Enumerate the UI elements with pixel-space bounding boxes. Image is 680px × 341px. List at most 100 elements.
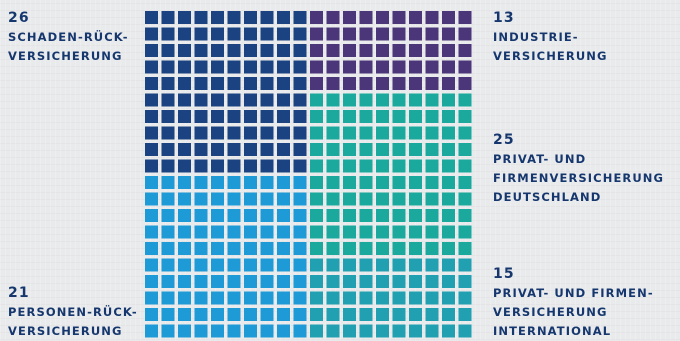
waffle-square [293,291,307,305]
waffle-square [343,93,356,107]
waffle-square [260,225,274,239]
waffle-square [442,324,455,338]
waffle-square [326,176,340,189]
waffle-square [326,126,340,140]
label-text-industrie: Industrie- versicherung [493,28,608,66]
waffle-square [343,308,356,321]
waffle-square [359,275,373,288]
waffle-square [211,60,224,74]
waffle-square [260,242,274,255]
waffle-square [244,258,257,272]
waffle-square [458,324,472,338]
waffle-square [161,60,175,74]
waffle-square [326,242,340,255]
waffle-square [442,77,455,90]
waffle-square [277,159,290,173]
label-line: versicherung [493,49,608,63]
waffle-square [145,258,158,272]
waffle-square [310,77,323,90]
waffle-square [260,258,274,272]
waffle-square [326,275,340,288]
waffle-square [425,159,439,173]
waffle-square [376,324,389,338]
waffle-square [409,126,422,140]
waffle-square [326,258,340,272]
waffle-square [145,225,158,239]
waffle-square [425,126,439,140]
waffle-square [326,93,340,107]
label-text-personen: Personen-Rück- versicherung [8,303,138,341]
waffle-square [326,44,340,57]
waffle-square [194,308,208,321]
waffle-square [376,11,389,24]
waffle-square [359,291,373,305]
waffle-square [425,192,439,206]
label-line: Deutschland [493,190,602,204]
waffle-square [425,60,439,74]
waffle-square [277,60,290,74]
waffle-square [244,143,257,156]
waffle-square [260,126,274,140]
waffle-square [458,308,472,321]
value-schaden: 26 [8,10,30,26]
waffle-square [194,126,208,140]
waffle-square [425,291,439,305]
label-personen-rueckversicherung: 21 Personen-Rück- versicherung [8,284,138,341]
waffle-square [227,60,241,74]
waffle-square [277,258,290,272]
waffle-square [359,324,373,338]
waffle-square [178,44,191,57]
waffle-square [260,308,274,321]
waffle-square [392,209,406,222]
waffle-square [211,192,224,206]
waffle-square [277,308,290,321]
waffle-square [310,143,323,156]
waffle-square [343,11,356,24]
waffle-square [343,192,356,206]
waffle-square [277,11,290,24]
waffle-square [293,324,307,338]
waffle-square [161,93,175,107]
waffle-square [425,225,439,239]
waffle-square [161,77,175,90]
waffle-square [326,27,340,41]
waffle-square [442,192,455,206]
waffle-square [227,126,241,140]
waffle-square [227,291,241,305]
waffle-square [244,275,257,288]
waffle-square [359,258,373,272]
waffle-square [359,308,373,321]
waffle-square [343,242,356,255]
waffle-square [178,275,191,288]
label-line: versicherung [8,49,123,63]
waffle-square [227,27,241,41]
waffle-square [458,93,472,107]
waffle-square [458,225,472,239]
label-line: Personen-Rück- [8,305,138,319]
waffle-square [409,225,422,239]
waffle-square [442,143,455,156]
waffle-square [359,225,373,239]
waffle-square [310,324,323,338]
waffle-square [376,27,389,41]
waffle-square [227,225,241,239]
waffle-square [211,110,224,123]
waffle-square [260,93,274,107]
waffle-square [326,77,340,90]
waffle-square [425,275,439,288]
waffle-square [392,60,406,74]
waffle-square [359,159,373,173]
waffle-square [442,110,455,123]
waffle-square [392,258,406,272]
waffle-square [392,110,406,123]
waffle-square [277,93,290,107]
value-industrie: 13 [493,10,515,26]
waffle-square [458,77,472,90]
waffle-square [442,291,455,305]
waffle-square [409,93,422,107]
waffle-square [409,324,422,338]
waffle-square [277,192,290,206]
waffle-square [260,324,274,338]
waffle-square [392,143,406,156]
waffle-square [260,176,274,189]
